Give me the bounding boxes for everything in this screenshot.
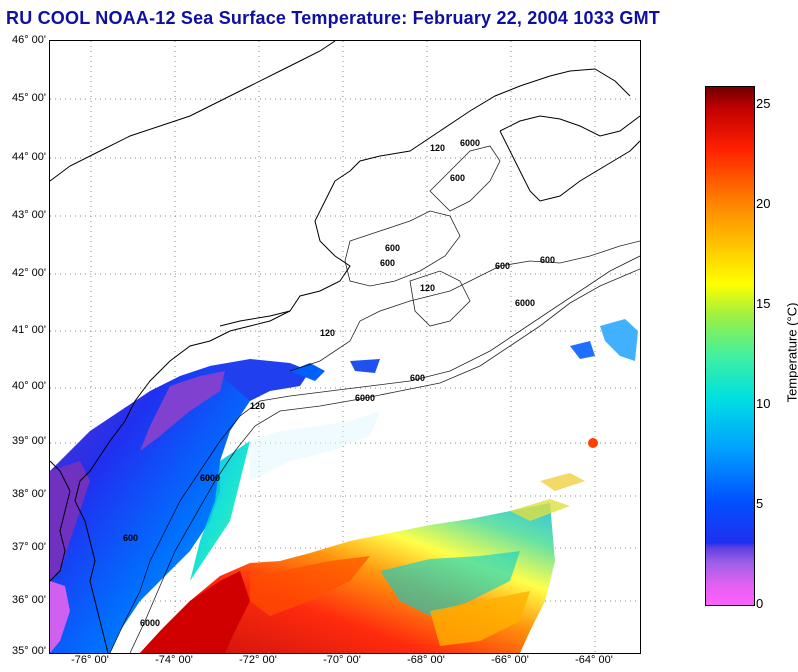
contour-label: 6000 [355,393,375,403]
shelf-water-north [210,359,310,401]
contour-label: 600 [385,243,400,253]
colorbar-tick: 5 [756,496,764,511]
contour-label: 120 [430,143,445,153]
lon-label: -76° 00' [71,654,109,666]
contour-label: 6000 [515,298,535,308]
contour-label: 120 [250,401,265,411]
colorbar-tick: 20 [756,196,771,211]
contour-label: 120 [420,283,435,293]
contour-label: 6000 [460,138,480,148]
cloud-gap [250,411,380,481]
lat-label: 43° 00' [11,209,46,221]
lat-label: 39° 00' [11,435,46,447]
warm-eddy [430,591,530,646]
lat-label: 35° 00' [11,645,46,657]
eddy-patch-2 [570,341,595,359]
colorbar [705,86,755,606]
shelf-water [50,361,260,653]
lon-label: -72° 00' [239,654,277,666]
cold-patch [350,359,380,373]
lat-label: 36° 00' [11,594,46,606]
contour-label: 6000 [140,618,160,628]
warm-filament [250,556,370,616]
slope-water [190,441,250,581]
lat-label: 38° 00' [11,488,46,500]
lat-label: 37° 00' [11,541,46,553]
lat-label: 44° 00' [11,151,46,163]
lon-label: -74° 00' [155,654,193,666]
warm-streak [540,473,585,491]
contour-label: 600 [450,173,465,183]
contour-label: 600 [380,258,395,268]
warm-core [140,571,250,653]
cool-filament [380,551,520,616]
warm-spot [588,438,598,448]
lat-label: 40° 00' [11,380,46,392]
lon-label: -66° 00' [491,654,529,666]
colorbar-tick: 0 [756,596,764,611]
sst-map[interactable]: 120 600 6000 600 600 600 120 6000 600 60… [49,40,641,654]
nearshore-cold [140,371,225,451]
cold-patch-2 [290,363,325,381]
lat-label: 41° 00' [11,324,46,336]
contour-label: 600 [123,533,138,543]
lat-label: 45° 00' [11,92,46,104]
colorbar-tick: 10 [756,396,771,411]
lat-label: 42° 00' [11,267,46,279]
contour-label: 6000 [200,473,220,483]
lon-label: -70° 00' [323,654,361,666]
bathymetry-contours [109,145,640,653]
bay-water [50,461,90,581]
warm-streak-2 [510,499,570,521]
contour-label: 600 [200,473,215,483]
map-title: RU COOL NOAA-12 Sea Surface Temperature:… [6,8,660,28]
sound-water [50,581,70,653]
contour-label: 600 [495,261,510,271]
colorbar-tick: 15 [756,296,771,311]
coastline [50,41,640,653]
colorbar-tick: 25 [756,96,771,111]
eddy-patch [600,319,638,361]
lat-label: 46° 00' [11,34,46,46]
colorbar-label: Temperature (°C) [784,302,798,403]
lon-label: -68° 00' [407,654,445,666]
lon-label: -64° 00' [575,654,613,666]
contour-label: 600 [410,373,425,383]
map-canvas: 120 600 6000 600 600 600 120 6000 600 60… [50,41,640,653]
contour-label: 600 [540,255,555,265]
contour-label: 120 [320,328,335,338]
